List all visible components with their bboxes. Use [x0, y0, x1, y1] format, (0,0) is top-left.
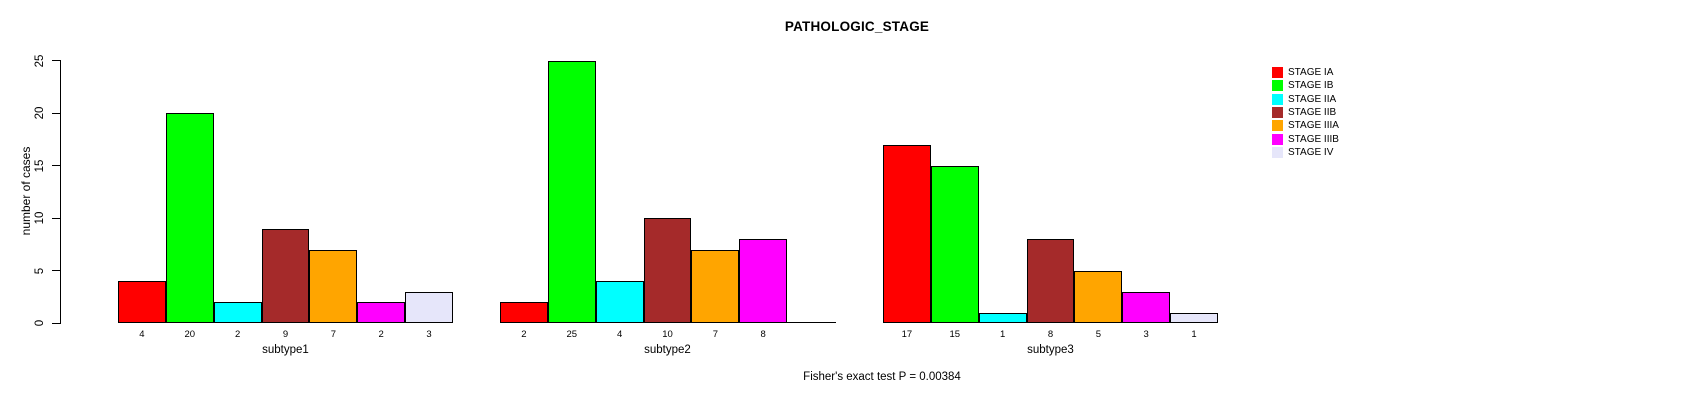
bar-stage-iiia-subtype2: [691, 249, 740, 323]
bar-value-label: 8: [760, 329, 766, 340]
bar-stage-iib-subtype3: [1026, 239, 1075, 323]
bar-stage-iia-subtype3: [978, 312, 1027, 323]
bar-stage-ia-subtype3: [883, 144, 931, 323]
bar-value-label: 20: [184, 329, 196, 340]
bar-value-label: 3: [426, 329, 432, 340]
legend-swatch: [1272, 80, 1283, 92]
bar-stage-iiia-subtype1: [309, 249, 358, 323]
y-tick-label: 25: [34, 54, 46, 67]
bar-stage-iv-subtype3: [1170, 312, 1218, 323]
bar-stage-ia-subtype2: [500, 302, 548, 323]
bar-value-label: 2: [234, 329, 241, 340]
y-tick: [52, 270, 60, 271]
y-tick: [52, 60, 60, 61]
y-tick: [52, 165, 60, 166]
bar-value-label: 3: [1143, 329, 1149, 340]
bar-value-label: 5: [1095, 329, 1101, 340]
bar-value-label: 10: [662, 329, 673, 340]
bar-zero-stage-iv-subtype2: [787, 322, 836, 323]
legend-swatch: [1272, 67, 1283, 79]
bar-stage-iiib-subtype1: [357, 302, 406, 323]
legend-swatch: [1272, 93, 1283, 105]
bar-value-label: 1: [1191, 329, 1197, 340]
bar-value-label: 2: [378, 329, 384, 340]
legend-item: STAGE IB: [1272, 79, 1339, 92]
legend-swatch: [1272, 107, 1283, 119]
bar-value-label: 2: [521, 329, 527, 340]
y-axis: [60, 60, 61, 324]
legend-item: STAGE IIIB: [1272, 132, 1339, 145]
bar-value-label: 25: [566, 329, 578, 340]
y-tick: [52, 217, 60, 219]
bar-stage-ib-subtype1: [165, 113, 214, 323]
legend-item: STAGE IIA: [1272, 93, 1339, 106]
bar-stage-iia-subtype1: [213, 302, 262, 323]
legend-label: STAGE IIB: [1288, 107, 1337, 119]
legend-item: STAGE IIIA: [1272, 119, 1339, 132]
legend-label: STAGE IV: [1288, 146, 1334, 158]
group-label-subtype2: subtype2: [644, 344, 691, 356]
legend-item: STAGE IIB: [1272, 106, 1339, 119]
bar-stage-iv-subtype1: [405, 291, 453, 323]
bar-value-label: 8: [1047, 329, 1054, 340]
chart-title: PATHOLOGIC_STAGE: [784, 19, 930, 34]
bar-stage-iib-subtype1: [261, 228, 310, 323]
bar-value-label: 7: [712, 329, 718, 340]
y-tick: [52, 322, 60, 324]
bar-stage-iiia-subtype3: [1074, 270, 1123, 323]
bar-value-label: 4: [616, 329, 623, 340]
legend-label: STAGE IIA: [1288, 93, 1337, 105]
bar-stage-ib-subtype2: [547, 60, 596, 323]
bar-stage-iib-subtype2: [643, 218, 692, 323]
bar-value-label: 15: [949, 329, 961, 340]
bar-stage-iiib-subtype2: [739, 239, 788, 323]
y-tick-label: 0: [34, 319, 46, 327]
y-tick-label: 20: [34, 106, 46, 120]
bar-value-label: 4: [139, 329, 145, 340]
group-label-subtype1: subtype1: [262, 344, 309, 356]
bar-stage-ib-subtype3: [930, 165, 979, 323]
legend-item: STAGE IV: [1272, 146, 1339, 159]
y-tick: [52, 112, 60, 114]
group-label-subtype3: subtype3: [1027, 344, 1074, 356]
bar-stage-ia-subtype1: [118, 281, 166, 323]
y-tick-label: 15: [34, 159, 46, 172]
bar-stage-iiib-subtype3: [1122, 291, 1171, 323]
bar-value-label: 1: [999, 329, 1006, 340]
y-tick-label: 10: [34, 211, 46, 225]
y-tick-label: 5: [34, 267, 46, 274]
legend-swatch: [1272, 120, 1283, 132]
legend-label: STAGE IB: [1288, 80, 1334, 92]
legend-label: STAGE IIIB: [1288, 133, 1339, 145]
legend-swatch: [1272, 146, 1283, 158]
bar-value-label: 7: [330, 329, 336, 340]
bar-stage-iia-subtype2: [595, 281, 644, 323]
legend-label: STAGE IA: [1288, 67, 1334, 79]
annotation-text: Fisher's exact test P = 0.00384: [803, 371, 961, 383]
legend-item: STAGE IA: [1272, 66, 1339, 79]
legend-swatch: [1272, 133, 1283, 145]
legend: STAGE IA STAGE IB STAGE IIA STAGE IIB STAGE …: [1272, 66, 1339, 159]
legend-label: STAGE IIIA: [1288, 120, 1339, 132]
bar-value-label: 9: [282, 329, 289, 340]
bar-value-label: 17: [901, 329, 913, 340]
y-axis-label: number of cases: [19, 146, 33, 236]
